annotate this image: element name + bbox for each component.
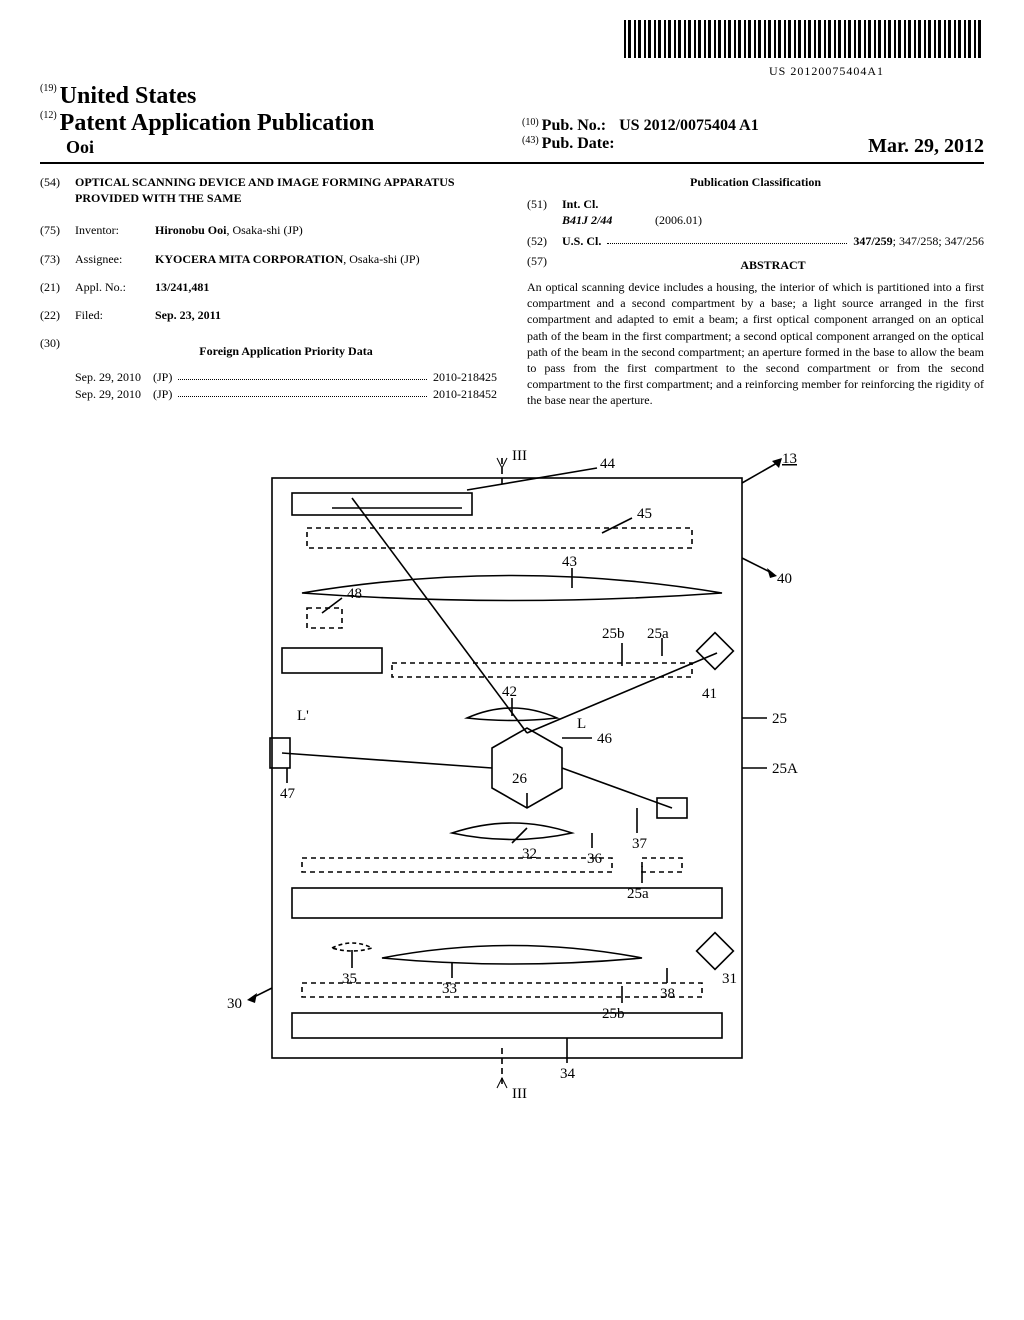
fig-label-38: 38 [660,986,675,1002]
appl-no: 13/241,481 [155,280,209,294]
code-51: (51) [527,196,562,228]
fig-label-31: 31 [722,971,737,987]
inventor-label: Inventor: [75,222,155,238]
fig-label-41: 41 [702,686,717,702]
fig-label-25b-1: 25b [602,626,625,642]
header-right: (10) Pub. No.: US 2012/0075404 A1 (43) P… [502,117,984,158]
fig-label-43: 43 [562,554,577,570]
pub-no-label: Pub. No.: [542,117,606,134]
code-30: (30) [40,335,75,365]
fig-label-32: 32 [522,846,537,862]
assignee-location: , Osaka-shi (JP) [343,252,419,266]
priority-date: Sep. 29, 2010 [75,386,141,402]
code-12: (12) [40,110,57,121]
intcl-label: Int. Cl. [562,197,598,211]
priority-row: Sep. 29, 2010 (JP) 2010-218425 [40,369,497,385]
priority-country: (JP) [153,369,172,385]
fig-label-35: 35 [342,971,357,987]
intcl-code: B41J 2/44 [562,213,612,227]
patent-figure: III III 13 44 45 40 43 48 25b 25a 41 25 … [40,438,984,1122]
publication-type: Patent Application Publication [60,110,375,136]
fig-label-III-top: III [512,448,527,464]
dotted-leader [607,233,847,244]
code-10: (10) [522,117,539,128]
fig-label-48: 48 [347,586,362,602]
barcode-graphic [624,20,984,58]
barcode-block: US 20120075404A1 [40,20,984,79]
inventor-name: Hironobu Ooi [155,223,226,237]
code-43: (43) [522,135,539,146]
figure-svg: III III 13 44 45 40 43 48 25b 25a 41 25 … [202,438,822,1118]
filed-date: Sep. 23, 2011 [155,308,221,322]
fig-label-III-bot: III [512,1086,527,1102]
code-54: (54) [40,174,75,206]
biblio-columns: (54) OPTICAL SCANNING DEVICE AND IMAGE F… [40,174,984,408]
fig-label-25a-1: 25a [647,626,669,642]
fig-label-36: 36 [587,851,603,867]
fig-label-13: 13 [782,451,797,467]
fig-label-30: 30 [227,996,242,1012]
fig-label-25a-2: 25a [627,886,649,902]
priority-num: 2010-218425 [433,369,497,385]
patent-header: (19) United States (12) Patent Applicati… [40,83,984,164]
abstract-header: ABSTRACT [562,257,984,273]
fig-label-L: L [577,716,586,732]
invention-title: OPTICAL SCANNING DEVICE AND IMAGE FORMIN… [75,174,497,206]
appl-label: Appl. No.: [75,279,155,295]
country: United States [60,83,197,109]
uscl-main: 347/259 [853,234,892,248]
pub-no: US 2012/0075404 A1 [619,117,759,134]
priority-country: (JP) [153,386,172,402]
uscl-label: U.S. Cl. [562,234,601,248]
fig-label-47: 47 [280,786,296,802]
pub-date: Mar. 29, 2012 [868,135,984,158]
header-inventor: Ooi [66,137,94,157]
fig-label-42: 42 [502,684,517,700]
classification-header: Publication Classification [527,174,984,190]
code-75: (75) [40,222,75,238]
priority-num: 2010-218452 [433,386,497,402]
code-19: (19) [40,83,57,94]
priority-date: Sep. 29, 2010 [75,369,141,385]
fig-label-44: 44 [600,456,616,472]
assignee-name: KYOCERA MITA CORPORATION [155,252,343,266]
priority-row: Sep. 29, 2010 (JP) 2010-218452 [40,386,497,402]
code-21: (21) [40,279,75,295]
fig-label-25: 25 [772,711,787,727]
fig-label-Lp: L' [297,708,309,724]
uscl-rest: ; 347/258; 347/256 [893,234,984,248]
dotted-leader [178,386,427,397]
priority-header: Foreign Application Priority Data [75,343,497,359]
fig-label-46: 46 [597,731,613,747]
barcode-number: US 20120075404A1 [40,64,984,79]
fig-label-40: 40 [777,571,792,587]
fig-label-25b-2: 25b [602,1006,625,1022]
code-22: (22) [40,307,75,323]
fig-label-33: 33 [442,981,457,997]
fig-label-25A: 25A [772,761,798,777]
left-column: (54) OPTICAL SCANNING DEVICE AND IMAGE F… [40,174,497,408]
pub-date-label: Pub. Date: [542,135,615,152]
filed-label: Filed: [75,307,155,323]
code-52: (52) [527,233,562,249]
right-column: Publication Classification (51) Int. Cl.… [527,174,984,408]
fig-label-26: 26 [512,771,528,787]
dotted-leader [178,369,427,380]
assignee-label: Assignee: [75,251,155,267]
code-57: (57) [527,253,562,275]
fig-label-37: 37 [632,836,648,852]
code-73: (73) [40,251,75,267]
inventor-location: , Osaka-shi (JP) [226,223,302,237]
inventor-value: Hironobu Ooi, Osaka-shi (JP) [155,222,497,238]
intcl-year: (2006.01) [655,213,702,227]
header-left: (19) United States (12) Patent Applicati… [40,83,502,158]
fig-label-34: 34 [560,1066,576,1082]
assignee-value: KYOCERA MITA CORPORATION, Osaka-shi (JP) [155,251,497,267]
abstract-text: An optical scanning device includes a ho… [527,279,984,409]
fig-label-45: 45 [637,506,652,522]
